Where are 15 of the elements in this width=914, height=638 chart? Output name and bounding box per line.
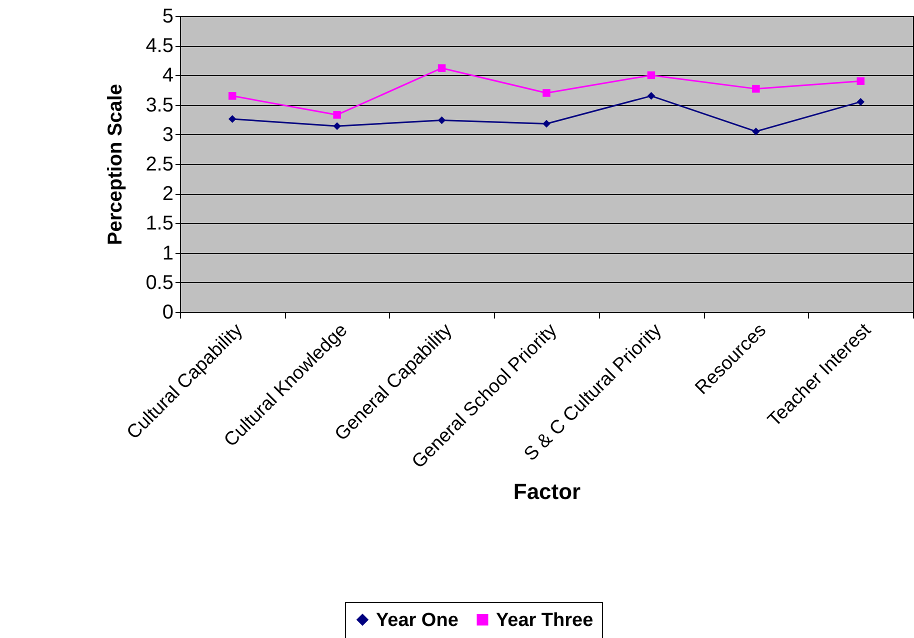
y-tick-label: 3 — [162, 124, 174, 146]
x-axis-title: Factor — [513, 479, 582, 504]
y-tick-label: 4 — [162, 64, 174, 87]
y-tick-label: 1 — [162, 242, 174, 264]
y-tick-label: 2.5 — [146, 154, 174, 176]
y-tick-label: 0 — [162, 302, 174, 324]
legend-label: Year One — [376, 610, 458, 631]
y-axis-title: Perception Scale — [104, 84, 127, 246]
y-tick-label: 5 — [162, 6, 174, 28]
y-tick-label: 2 — [162, 183, 174, 206]
legend-label: Year Three — [496, 610, 594, 631]
y-tick-label: 1.5 — [146, 212, 174, 235]
y-tick-label: 0.5 — [146, 272, 174, 294]
y-tick-label: 4.5 — [146, 35, 174, 58]
y-tick-label: 3.5 — [146, 94, 174, 116]
